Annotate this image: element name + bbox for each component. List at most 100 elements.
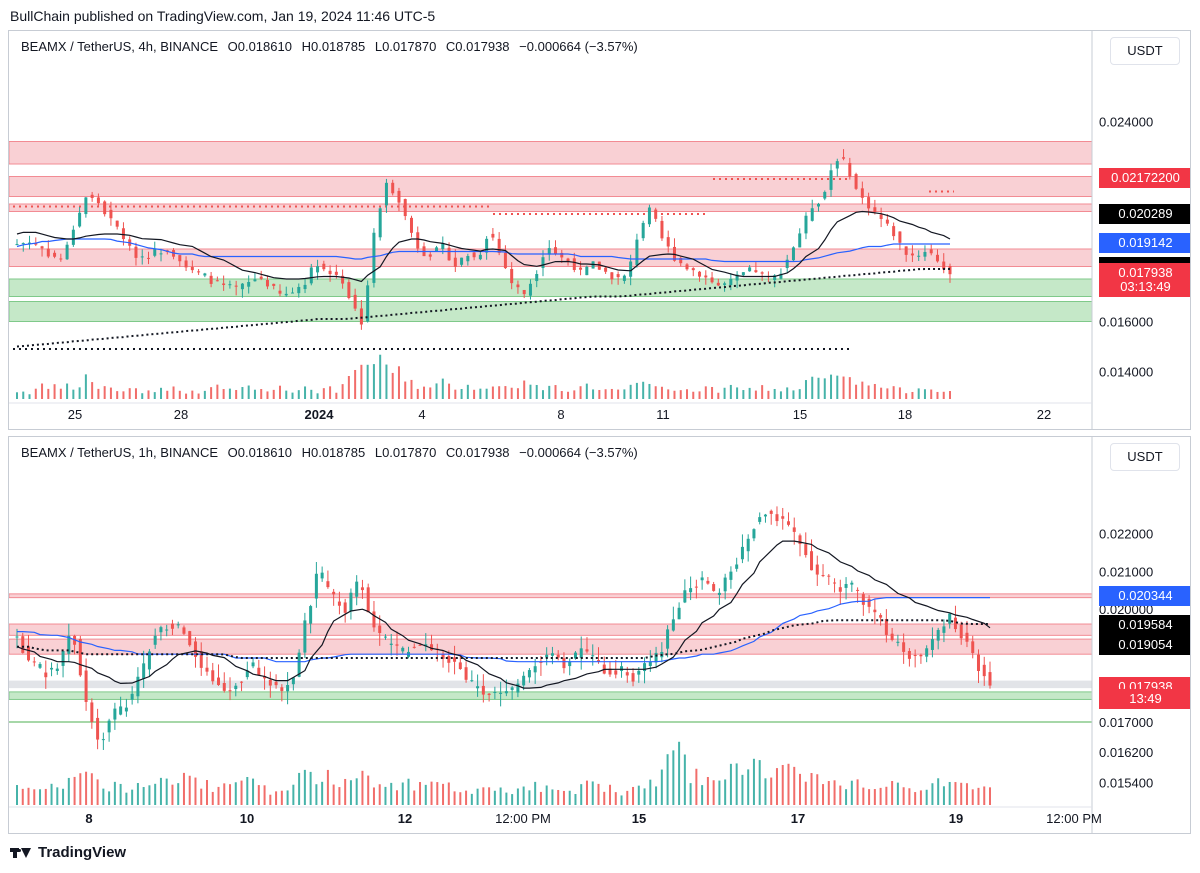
volume-bar (194, 777, 197, 805)
volume-bar (272, 389, 275, 399)
candle-body (535, 274, 539, 282)
candle-body (572, 258, 576, 271)
candle-body (838, 587, 842, 592)
x-axis-tick-label: 4 (418, 407, 425, 422)
volume-bar (447, 782, 450, 805)
volume-bar (217, 786, 220, 805)
candle-body (366, 285, 370, 322)
volume-bar (96, 779, 99, 805)
chart-panel-1h[interactable]: 0.022000 0.021000 0.020000 0.017000 0.016200… (8, 436, 1191, 834)
volume-bar (378, 784, 381, 805)
volume-bar (470, 793, 473, 805)
volume-bar (235, 389, 238, 399)
price-tag-label: 0.020289 (1099, 204, 1190, 225)
candle-body (278, 290, 282, 294)
candle-body (190, 266, 194, 271)
candle-body (265, 280, 269, 287)
volume-bar (47, 388, 50, 399)
tradingview-brand[interactable]: TradingView (10, 844, 126, 861)
price-tag-label: 03:13:49 (1099, 276, 1190, 297)
candle-body (372, 611, 376, 628)
candle-body (785, 259, 789, 269)
candle-body (21, 636, 25, 653)
x-axis-tick-label: 11 (656, 407, 670, 422)
volume-bar (335, 392, 338, 399)
candle-body (904, 246, 908, 255)
volume-bar (960, 782, 963, 805)
chart-panel-4h[interactable]: 0.024000 0.016000 0.014000 25 28 2024 4 8 11 15 18… (8, 30, 1191, 430)
volume-bar (361, 770, 364, 805)
volume-bar (459, 792, 462, 805)
candle-body (355, 581, 359, 597)
volume-bar (667, 389, 670, 399)
candle-body (666, 237, 670, 247)
volume-bar (266, 391, 269, 399)
legend-low: L0.017870 (374, 39, 437, 54)
candle-body (510, 268, 514, 284)
volume-bar (401, 782, 404, 805)
candle-body (28, 242, 32, 244)
volume-bar (44, 788, 47, 805)
volume-bar (326, 769, 329, 805)
candle-body (259, 276, 263, 279)
candle-body (435, 247, 439, 252)
candle-body (140, 256, 144, 258)
volume-bar (617, 389, 620, 399)
x-axis-tick-label: 28 (174, 407, 188, 422)
currency-unit-button[interactable]: USDT (1110, 443, 1180, 471)
volume-bar (954, 782, 957, 805)
price-tag-label: 0.020344 (1099, 585, 1190, 606)
volume-bar (178, 390, 181, 399)
volume-bar (39, 789, 42, 805)
volume-bar (689, 783, 692, 805)
volume-bar (234, 782, 237, 805)
candle-body (625, 672, 629, 676)
volume-bar (718, 780, 721, 805)
volume-bar (930, 389, 933, 399)
volume-bar (711, 386, 714, 399)
candle-body (781, 516, 785, 519)
candle-body (654, 209, 658, 219)
volume-bar (278, 385, 281, 399)
candle-body (528, 283, 532, 296)
candle-body (40, 246, 44, 249)
volume-bar (416, 388, 419, 399)
volume-bar (579, 386, 582, 399)
volume-bar (949, 391, 951, 399)
candle-body (910, 253, 914, 256)
volume-bar (78, 387, 81, 399)
volume-bar (172, 386, 175, 399)
candle-body (284, 293, 288, 296)
candle-body (228, 690, 232, 692)
candle-body (829, 170, 833, 190)
candle-body (165, 629, 169, 631)
candle-body (397, 190, 401, 203)
candle-body (873, 207, 877, 212)
chart-canvas-1h[interactable]: 0.0220000.0210000.0200000.0170000.016200… (9, 437, 1191, 834)
candle-body (741, 272, 745, 276)
candle-body (257, 667, 261, 676)
currency-unit-button[interactable]: USDT (1110, 37, 1180, 65)
candle-body (503, 252, 507, 269)
chart-canvas-4h[interactable]: 0.024000 0.016000 0.014000 25 28 2024 4 8 11 15 18… (9, 31, 1191, 430)
candle-body (566, 258, 570, 262)
candle-body (121, 228, 125, 240)
candle-body (948, 266, 952, 275)
candle-body (654, 652, 658, 663)
volume-bar (701, 785, 704, 805)
candle-body (101, 739, 105, 741)
candle-body (38, 664, 42, 668)
volume-bar (367, 775, 370, 805)
volume-bar (548, 385, 551, 399)
candle-body (27, 646, 31, 661)
volume-bar (498, 386, 501, 399)
volume-bar (604, 389, 607, 399)
candle-body (942, 261, 946, 270)
volume-bar (321, 781, 324, 805)
candle-body (176, 624, 180, 626)
volume-bar (626, 790, 629, 805)
volume-bar (134, 388, 137, 399)
candle-body (591, 655, 595, 657)
candle-body (96, 197, 100, 204)
candle-body (786, 521, 790, 525)
